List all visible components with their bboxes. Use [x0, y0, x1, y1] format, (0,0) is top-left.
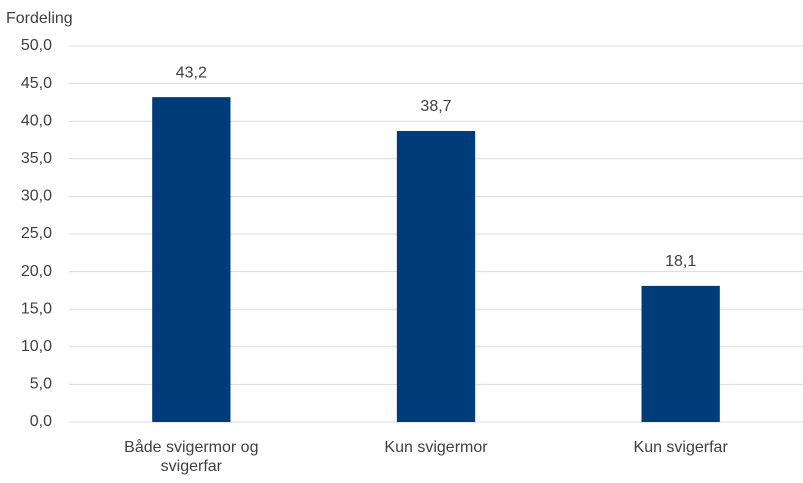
y-tick-label: 40,0	[21, 112, 52, 129]
data-label: 18,1	[665, 253, 696, 270]
y-tick-label: 20,0	[21, 263, 52, 280]
y-tick-label: 30,0	[21, 188, 52, 205]
y-tick-label: 10,0	[21, 338, 52, 355]
data-label: 38,7	[420, 98, 451, 115]
bar	[396, 130, 476, 422]
y-tick-label: 25,0	[21, 225, 52, 242]
x-tick-label: Kun svigerfar	[633, 439, 728, 456]
y-tick-label: 35,0	[21, 150, 52, 167]
y-tick-label: 15,0	[21, 300, 52, 317]
y-tick-label: 50,0	[21, 37, 52, 54]
y-tick-label: 45,0	[21, 75, 52, 92]
bar	[641, 285, 720, 422]
y-tick-label: 0,0	[30, 413, 52, 430]
bar	[152, 97, 231, 423]
y-axis-label: Fordeling	[6, 10, 73, 27]
x-tick-label: Både svigermor og svigerfar	[124, 439, 259, 475]
x-tick-label: Kun svigermor	[384, 439, 488, 456]
data-label: 43,2	[176, 64, 207, 81]
y-tick-label: 5,0	[30, 376, 52, 393]
